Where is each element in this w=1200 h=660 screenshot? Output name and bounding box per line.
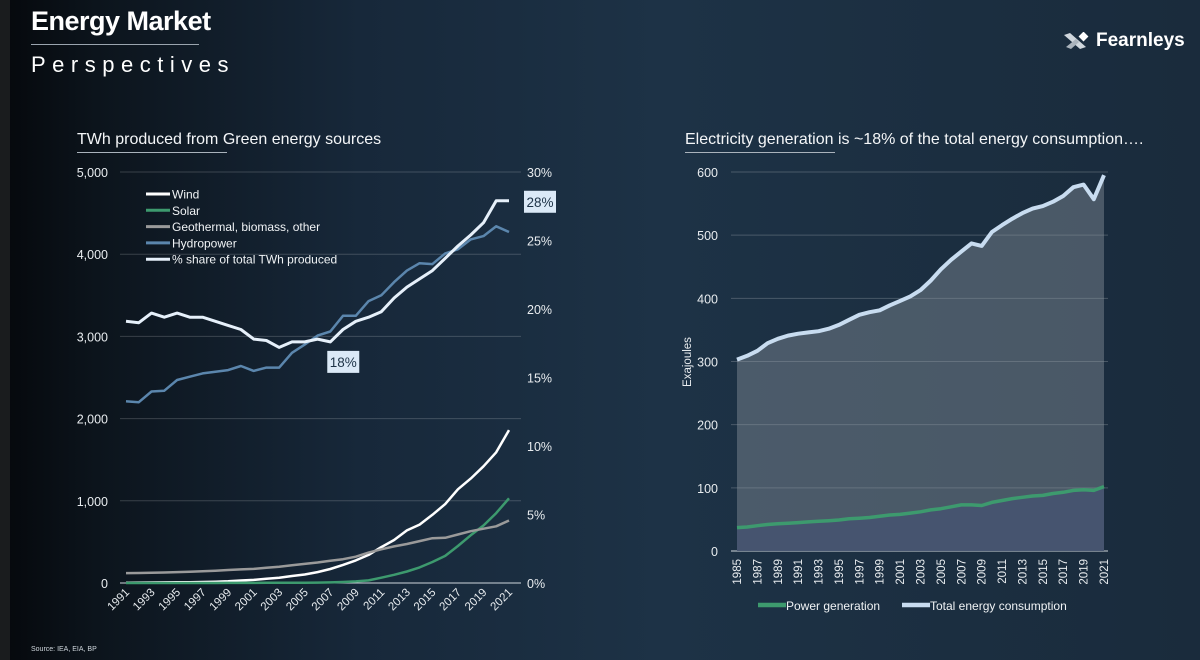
x-tick-label: 2011 (997, 559, 1009, 584)
y-tick-label: 3,000 (77, 330, 108, 344)
data-label: 28% (526, 195, 553, 210)
legend-label-geo: Geothermal, biomass, other (172, 220, 320, 234)
y2-tick-label: 25% (527, 235, 552, 249)
area-total (737, 175, 1104, 551)
right-chart-title: Electricity generation is ~18% of the to… (685, 131, 1144, 148)
y2-tick-label: 0% (527, 577, 545, 591)
right-title-underline (685, 152, 835, 153)
x-tick-label: 2021 (489, 587, 516, 614)
x-tick-label: 1999 (875, 559, 887, 585)
y-tick-label: 2,000 (77, 413, 108, 427)
x-tick-label: 2015 (1038, 559, 1050, 585)
logo-mark-icon (1064, 32, 1089, 49)
x-tick-label: 2013 (1017, 559, 1029, 585)
data-label-box (524, 190, 556, 213)
left-chart-title: TWh produced from Green energy sources (77, 131, 382, 148)
y-tick-label: 300 (697, 356, 718, 370)
y-tick-label: 0 (711, 545, 718, 559)
x-tick-label: 2001 (895, 559, 907, 585)
data-label: 18% (330, 355, 357, 370)
y-tick-label: 1,000 (77, 495, 108, 509)
x-tick-label: 2021 (1099, 559, 1111, 585)
data-label-box (327, 350, 360, 373)
left-title-underline (77, 152, 227, 153)
x-tick-label: 2005 (936, 559, 948, 585)
legend-label-wind: Wind (172, 188, 199, 202)
y2-tick-label: 30% (527, 166, 552, 180)
x-tick-label: 1989 (773, 559, 785, 585)
x-tick-label: 2001 (233, 587, 260, 614)
y-tick-label: 0 (101, 577, 108, 591)
x-tick-label: 1993 (814, 559, 826, 585)
series-line-geo (125, 519, 510, 575)
legend-label-total: Total energy consumption (930, 599, 1067, 613)
y-axis-label: Exajoules (682, 337, 694, 387)
legend-label-hydro: Hydropower (172, 236, 237, 250)
y2-tick-label: 10% (527, 440, 552, 454)
y2-tick-label: 20% (527, 303, 552, 317)
y-tick-label: 500 (697, 229, 718, 243)
fearnleys-logo: Fearnleys (1062, 30, 1185, 52)
slide-edge (0, 0, 10, 660)
x-tick-label: 1997 (854, 559, 866, 585)
x-tick-label: 1995 (834, 559, 846, 585)
x-tick-label: 1991 (793, 559, 805, 585)
y-tick-label: 600 (697, 166, 718, 180)
series-line-power (736, 484, 1105, 530)
x-tick-label: 2007 (956, 559, 968, 585)
x-tick-label: 2011 (361, 587, 387, 613)
x-tick-label: 2015 (412, 587, 439, 614)
x-tick-label: 1999 (208, 587, 235, 614)
page-subtitle: Perspectives (31, 52, 235, 77)
x-tick-label: 2013 (386, 587, 413, 614)
series-line-share (125, 199, 509, 349)
title-divider (31, 44, 199, 45)
logo-text: Fearnleys (1096, 30, 1185, 51)
x-tick-label: 2007 (310, 587, 337, 614)
y-tick-label: 400 (697, 292, 718, 306)
x-tick-label: 2009 (335, 587, 362, 614)
x-tick-label: 1987 (752, 559, 764, 585)
series-line-wind (125, 429, 511, 584)
legend-label-share: % share of total TWh produced (172, 253, 337, 267)
series-line-total (736, 174, 1106, 362)
series-line-solar (126, 497, 510, 585)
x-tick-label: 2017 (437, 587, 464, 614)
legend-label-solar: Solar (172, 204, 200, 218)
source-note: Source: IEA, EIA, BP (31, 646, 97, 653)
y-tick-label: 100 (697, 482, 718, 496)
x-tick-label: 2017 (1058, 559, 1070, 585)
y2-tick-label: 15% (527, 372, 552, 386)
x-tick-label: 2019 (463, 587, 490, 614)
y2-tick-label: 5% (527, 509, 545, 523)
y-tick-label: 200 (697, 419, 718, 433)
area-power (737, 486, 1104, 551)
legend-label-power: Power generation (786, 599, 880, 613)
x-tick-label: 1995 (157, 587, 184, 614)
page-title: Energy Market (31, 6, 211, 36)
x-tick-label: 1991 (106, 587, 133, 614)
x-tick-label: 2003 (259, 587, 286, 614)
series-line-hydro (125, 225, 510, 404)
x-tick-label: 1985 (732, 559, 744, 585)
x-tick-label: 2003 (916, 559, 928, 585)
x-tick-label: 2009 (977, 559, 989, 585)
x-tick-label: 2019 (1079, 559, 1091, 585)
y-tick-label: 5,000 (77, 166, 108, 180)
x-tick-label: 1997 (182, 587, 209, 614)
x-tick-label: 2005 (284, 587, 311, 614)
y-tick-label: 4,000 (77, 248, 108, 262)
x-tick-label: 1993 (131, 587, 158, 614)
